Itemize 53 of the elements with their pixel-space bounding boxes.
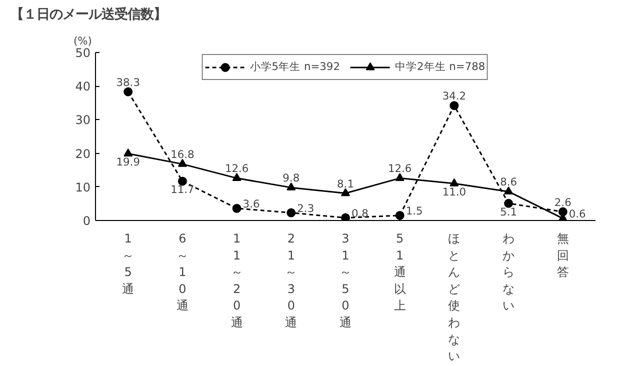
y-tick-label: 0 — [82, 214, 91, 228]
data-label: 11.7 — [170, 183, 194, 196]
point — [450, 101, 459, 110]
data-label: 8.6 — [500, 176, 518, 189]
legend-label: 中学2年生 n=788 — [395, 60, 486, 74]
data-label: 2.3 — [297, 202, 314, 215]
point — [395, 210, 404, 220]
data-label: 2.6 — [554, 196, 572, 209]
data-label: 1.5 — [406, 204, 423, 218]
data-label: 16.8 — [170, 148, 195, 162]
y-axis-title: (%) — [74, 34, 92, 48]
x-tick-label: 無回答 — [556, 232, 569, 280]
y-tick-label: 10 — [75, 180, 91, 194]
data-label: 0.8 — [352, 206, 369, 220]
data-label: 9.8 — [282, 172, 300, 185]
data-label: 38.3 — [116, 76, 140, 89]
point — [178, 158, 187, 167]
y-tick-label: 50 — [75, 46, 91, 60]
point — [450, 178, 459, 186]
chart-title: 【１日のメール送受信数】 — [10, 6, 166, 22]
x-tick-label: 1～5通 — [122, 232, 134, 296]
point — [395, 173, 404, 181]
point — [341, 188, 350, 196]
data-label: 34.2 — [442, 90, 466, 103]
point — [124, 148, 133, 156]
point — [286, 182, 296, 190]
data-label: 0.6 — [568, 207, 586, 220]
y-tick-label: 20 — [75, 146, 91, 161]
x-tick-label: 51通以上 — [394, 232, 406, 313]
data-label: 3.6 — [242, 197, 260, 210]
x-tick-label: わからない — [502, 232, 515, 313]
x-tick-label: 6～10通 — [176, 232, 188, 313]
point — [558, 207, 568, 216]
y-tick-label: 40 — [75, 80, 91, 94]
data-label: 5.1 — [500, 205, 518, 218]
legend-label: 小学5年生 n=392 — [250, 60, 340, 74]
x-tick-label: 31～50通 — [340, 232, 352, 330]
x-tick-label: 11～20通 — [230, 232, 243, 330]
data-label: 11.0 — [442, 186, 466, 199]
x-tick-label: ほとんど使わない — [448, 232, 460, 364]
data-label: 12.6 — [388, 162, 412, 176]
y-tick-label: 30 — [75, 113, 91, 128]
data-label: 12.6 — [224, 162, 249, 176]
point — [124, 87, 133, 96]
point — [232, 204, 242, 213]
point — [286, 208, 296, 218]
data-label: 19.9 — [116, 156, 140, 169]
data-label: 8.1 — [337, 177, 354, 190]
point — [341, 213, 350, 220]
point — [504, 198, 514, 208]
point — [504, 186, 514, 194]
point — [232, 173, 242, 181]
x-tick-label: 21～30通 — [285, 232, 298, 330]
